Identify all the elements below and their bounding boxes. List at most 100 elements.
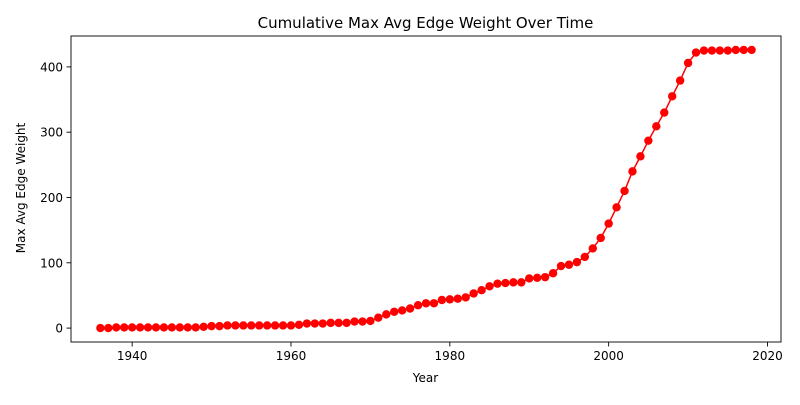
- data-point-2006: [652, 122, 661, 131]
- x-tick-label-1940: 1940: [117, 349, 148, 363]
- data-point-1997: [580, 252, 590, 262]
- y-tick-label-300: 300: [40, 126, 63, 140]
- data-point-1960: [286, 321, 296, 330]
- data-point-2012: [699, 46, 709, 55]
- series-line-0: [100, 49, 752, 329]
- data-point-1989: [517, 278, 526, 287]
- data-point-1959: [278, 321, 288, 330]
- data-point-2009: [675, 76, 685, 85]
- data-point-1970: [366, 316, 375, 326]
- x-tick-label-2000: 2000: [593, 349, 624, 363]
- data-point-1984: [477, 286, 486, 295]
- data-point-2010: [683, 58, 693, 68]
- data-point-2015: [723, 46, 732, 55]
- data-point-1966: [334, 318, 343, 328]
- data-point-1951: [215, 321, 224, 331]
- data-point-2011: [691, 48, 701, 57]
- data-point-1962: [302, 319, 312, 328]
- data-point-1936: [96, 323, 105, 333]
- x-tick-label-1980: 1980: [435, 349, 466, 363]
- data-point-1940: [127, 323, 137, 332]
- data-point-2001: [612, 203, 621, 212]
- data-point-1978: [429, 299, 439, 308]
- data-point-2016: [731, 45, 740, 55]
- y-tick-label-200: 200: [40, 191, 63, 205]
- plot-area: 1940 1960 1980 2000 2020 0 100 200 300 400: [40, 35, 783, 363]
- data-point-2005: [644, 136, 653, 145]
- data-point-1943: [151, 323, 161, 332]
- data-point-1961: [294, 320, 304, 330]
- data-point-2018: [747, 45, 756, 55]
- data-point-1991: [532, 273, 542, 283]
- data-point-1995: [564, 260, 574, 269]
- y-tick-label-0: 0: [55, 322, 63, 336]
- data-point-1973: [390, 307, 399, 316]
- data-point-1950: [207, 321, 216, 331]
- data-point-2004: [636, 152, 645, 161]
- data-point-1971: [374, 313, 383, 322]
- data-point-1988: [509, 278, 518, 287]
- data-point-1953: [231, 321, 240, 330]
- data-point-2007: [660, 108, 669, 117]
- data-point-1939: [120, 323, 129, 332]
- data-point-1965: [326, 318, 335, 328]
- data-point-1999: [596, 233, 605, 243]
- x-tick-label-2020: 2020: [752, 349, 783, 363]
- data-point-1994: [556, 261, 566, 271]
- data-point-1944: [159, 323, 169, 332]
- data-point-1975: [405, 304, 415, 313]
- data-point-2014: [715, 46, 725, 55]
- data-point-1946: [175, 323, 185, 332]
- data-point-1974: [397, 306, 407, 315]
- data-point-1949: [199, 322, 208, 331]
- y-tick-label-100: 100: [40, 256, 63, 270]
- data-point-1983: [469, 289, 478, 298]
- data-point-1945: [167, 323, 177, 332]
- y-tick-label-400: 400: [40, 60, 63, 74]
- data-point-1972: [382, 310, 391, 319]
- data-point-1990: [525, 274, 534, 283]
- data-point-1987: [501, 278, 510, 288]
- data-point-1969: [358, 317, 367, 326]
- data-point-1941: [135, 323, 145, 332]
- data-point-2017: [739, 45, 748, 55]
- data-point-1979: [437, 295, 447, 305]
- data-point-1985: [485, 282, 494, 291]
- data-point-2013: [707, 46, 717, 55]
- data-point-1948: [191, 323, 200, 332]
- data-point-1968: [350, 317, 359, 326]
- data-point-1967: [342, 318, 351, 328]
- data-point-1996: [572, 257, 582, 267]
- data-point-2002: [620, 186, 629, 196]
- data-point-1963: [310, 319, 320, 328]
- x-axis-label: Year: [412, 371, 438, 385]
- data-point-2008: [667, 92, 677, 101]
- data-point-1942: [143, 323, 153, 332]
- y-axis-label: Max Avg Edge Weight: [14, 122, 28, 253]
- data-point-1954: [239, 321, 248, 330]
- data-point-1938: [112, 323, 121, 332]
- data-point-1957: [262, 321, 272, 330]
- data-point-1998: [588, 244, 597, 253]
- x-tick-label-1960: 1960: [276, 349, 307, 363]
- data-point-1964: [318, 319, 327, 328]
- data-point-1993: [548, 269, 558, 278]
- data-point-1937: [104, 323, 113, 333]
- data-point-1955: [247, 321, 256, 330]
- data-point-1956: [255, 321, 264, 330]
- data-point-1992: [540, 272, 550, 282]
- data-point-1958: [270, 321, 280, 330]
- chart-title: Cumulative Max Avg Edge Weight Over Time: [258, 14, 594, 32]
- data-point-1986: [493, 279, 502, 288]
- data-point-1976: [413, 301, 423, 310]
- data-point-2000: [604, 219, 613, 228]
- data-point-1947: [183, 323, 192, 332]
- data-point-1980: [445, 295, 455, 304]
- axes-frame: [70, 35, 782, 343]
- data-point-2003: [628, 167, 637, 176]
- data-point-1952: [223, 321, 232, 330]
- data-point-1981: [453, 294, 462, 303]
- data-point-1977: [421, 299, 431, 308]
